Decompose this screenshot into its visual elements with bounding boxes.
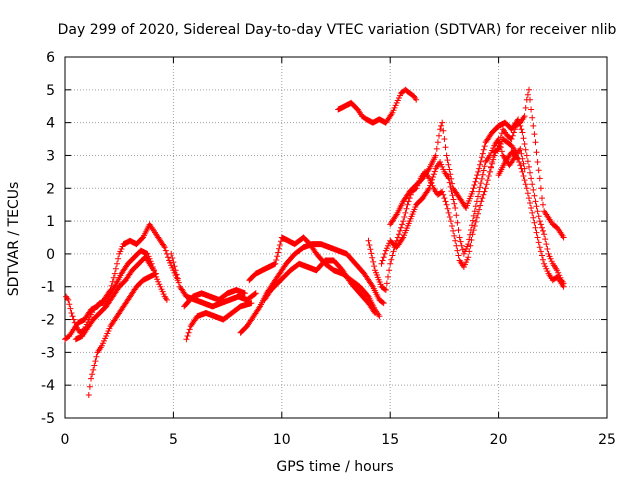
plus-marker-trace bbox=[378, 136, 528, 267]
x-tick-label: 5 bbox=[169, 432, 178, 448]
y-tick-label: -3 bbox=[41, 345, 55, 361]
y-tick-labels: -5 -4 -3 -2 -1 0 1 2 3 4 5 6 bbox=[41, 50, 55, 427]
plus-marker-trace bbox=[183, 300, 255, 343]
series-track-3 bbox=[85, 270, 160, 398]
y-tick-label: -5 bbox=[41, 411, 55, 427]
y-tick-label: 6 bbox=[46, 50, 55, 66]
grid bbox=[65, 57, 607, 418]
series-track-7 bbox=[181, 287, 248, 310]
axis-ticks bbox=[64, 56, 608, 419]
plus-marker-trace bbox=[246, 234, 383, 320]
x-tick-labels: 0 5 10 15 20 25 bbox=[61, 432, 616, 448]
x-tick-label: 25 bbox=[598, 432, 616, 448]
x-axis-label: GPS time / hours bbox=[276, 459, 393, 475]
series-track-13 bbox=[378, 136, 528, 267]
plus-marker-trace bbox=[72, 254, 157, 343]
y-axis-label: SDTVAR / TECUs bbox=[6, 182, 22, 297]
plus-marker-trace bbox=[237, 241, 387, 336]
series-track-6 bbox=[183, 300, 255, 343]
y-tick-label: -2 bbox=[41, 313, 55, 329]
y-tick-label: 5 bbox=[46, 83, 55, 99]
series-track-9 bbox=[246, 234, 383, 320]
series-track-10 bbox=[261, 257, 378, 316]
x-tick-label: 15 bbox=[381, 432, 399, 448]
plus-marker-trace bbox=[261, 257, 378, 316]
chart-title: Day 299 of 2020, Sidereal Day-to-day VTE… bbox=[58, 22, 617, 38]
plus-marker-trace bbox=[387, 116, 567, 287]
plus-marker-trace bbox=[85, 270, 160, 398]
plot-frame bbox=[64, 56, 608, 419]
series-track-16 bbox=[495, 149, 567, 290]
y-tick-label: 1 bbox=[46, 214, 55, 230]
y-tick-label: -1 bbox=[41, 280, 55, 296]
series-track-14 bbox=[387, 116, 567, 287]
series-track-4 bbox=[72, 254, 157, 343]
y-tick-label: 2 bbox=[46, 181, 55, 197]
data-marks bbox=[62, 86, 567, 398]
y-tick-label: 4 bbox=[46, 116, 55, 132]
y-tick-label: -4 bbox=[41, 378, 55, 394]
x-tick-label: 10 bbox=[273, 432, 291, 448]
series-track-8 bbox=[237, 241, 387, 336]
plus-marker-trace bbox=[181, 287, 248, 310]
series-track-15 bbox=[486, 86, 567, 241]
plus-marker-trace bbox=[495, 149, 567, 290]
plus-marker-trace bbox=[335, 86, 420, 126]
y-tick-label: 3 bbox=[46, 148, 55, 164]
x-tick-label: 0 bbox=[61, 432, 70, 448]
series-track-11 bbox=[335, 86, 420, 126]
y-tick-label: 0 bbox=[46, 247, 55, 263]
x-tick-label: 20 bbox=[490, 432, 508, 448]
plus-marker-trace bbox=[62, 221, 181, 343]
series-track-2 bbox=[62, 221, 181, 343]
plus-marker-trace bbox=[486, 86, 567, 241]
